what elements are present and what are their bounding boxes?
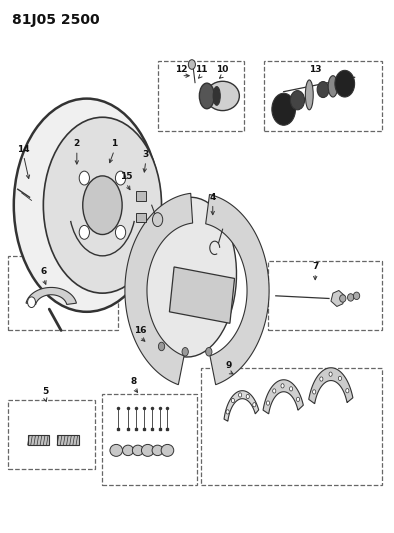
Ellipse shape: [199, 83, 214, 109]
Text: 1: 1: [111, 140, 117, 148]
Circle shape: [238, 393, 242, 397]
Text: 3: 3: [143, 150, 149, 159]
Circle shape: [329, 372, 332, 376]
Text: 6: 6: [40, 268, 46, 276]
Circle shape: [266, 401, 269, 405]
Ellipse shape: [353, 292, 360, 300]
Circle shape: [115, 225, 126, 239]
Text: 5: 5: [42, 387, 48, 396]
Text: 10: 10: [216, 65, 229, 74]
Bar: [136, 213, 146, 222]
Circle shape: [79, 171, 89, 185]
Ellipse shape: [14, 99, 160, 312]
Ellipse shape: [161, 445, 174, 456]
Polygon shape: [309, 368, 353, 403]
Circle shape: [338, 376, 342, 381]
Bar: [57, 435, 79, 445]
Ellipse shape: [141, 445, 154, 456]
Polygon shape: [206, 195, 269, 385]
Circle shape: [253, 402, 256, 407]
Text: 15: 15: [120, 173, 132, 181]
Text: 8: 8: [131, 377, 137, 385]
Text: 14: 14: [17, 145, 30, 154]
Circle shape: [206, 348, 212, 356]
Bar: [28, 435, 49, 445]
Ellipse shape: [206, 81, 240, 111]
Text: 16: 16: [134, 326, 146, 335]
Polygon shape: [125, 193, 193, 385]
Polygon shape: [224, 391, 259, 421]
Circle shape: [158, 342, 165, 351]
Circle shape: [246, 394, 249, 399]
Ellipse shape: [110, 445, 123, 456]
Ellipse shape: [290, 91, 305, 110]
Ellipse shape: [340, 295, 346, 302]
Bar: [169, 267, 234, 324]
Ellipse shape: [305, 80, 313, 110]
Ellipse shape: [152, 445, 163, 456]
Polygon shape: [26, 287, 76, 304]
Bar: [8, 400, 95, 469]
Text: 13: 13: [309, 65, 322, 74]
Circle shape: [296, 397, 299, 401]
Circle shape: [290, 387, 293, 391]
Circle shape: [182, 348, 188, 356]
Text: 11: 11: [195, 65, 207, 74]
Circle shape: [346, 389, 349, 393]
Ellipse shape: [348, 294, 354, 301]
Circle shape: [226, 410, 229, 414]
Polygon shape: [331, 290, 345, 306]
Circle shape: [281, 384, 284, 388]
Polygon shape: [263, 380, 303, 414]
Bar: [264, 61, 382, 131]
Ellipse shape: [335, 70, 355, 97]
Circle shape: [320, 377, 323, 381]
Bar: [102, 394, 197, 485]
Bar: [158, 61, 244, 131]
Circle shape: [231, 398, 234, 402]
Circle shape: [188, 60, 195, 69]
Bar: [136, 191, 146, 201]
Ellipse shape: [132, 445, 143, 456]
Ellipse shape: [83, 176, 122, 235]
Bar: [268, 261, 382, 330]
Circle shape: [152, 213, 163, 227]
Ellipse shape: [317, 82, 329, 98]
Ellipse shape: [272, 93, 296, 125]
Text: 2: 2: [74, 140, 80, 148]
Ellipse shape: [142, 197, 236, 357]
Circle shape: [312, 390, 316, 394]
Ellipse shape: [213, 86, 220, 106]
Circle shape: [28, 297, 35, 308]
Circle shape: [79, 225, 89, 239]
Ellipse shape: [43, 117, 162, 293]
Text: 4: 4: [210, 193, 216, 201]
Text: 9: 9: [225, 361, 232, 369]
Text: 7: 7: [312, 262, 318, 271]
Ellipse shape: [123, 445, 134, 456]
Circle shape: [273, 389, 276, 393]
Bar: [201, 368, 382, 485]
Circle shape: [115, 171, 126, 185]
Text: 81J05 2500: 81J05 2500: [12, 13, 99, 27]
Ellipse shape: [328, 76, 338, 97]
Text: 12: 12: [175, 65, 188, 74]
Bar: [8, 256, 118, 330]
